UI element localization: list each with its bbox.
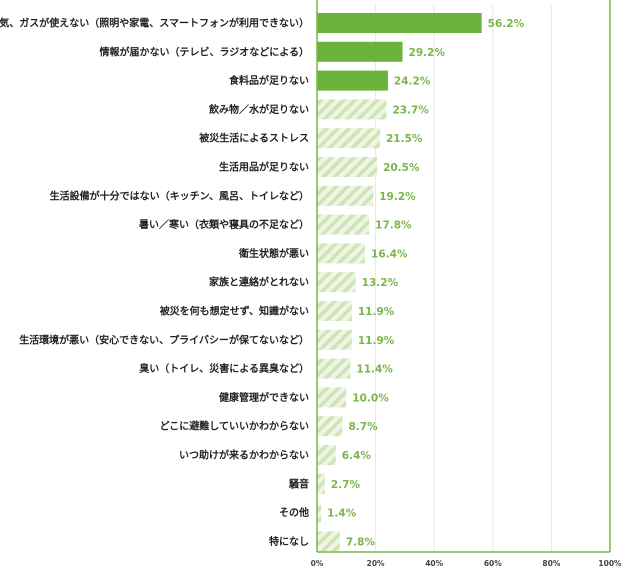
category-label: 健康管理ができない [219,391,309,404]
category-label: 生活用品が足りない [219,161,309,174]
category-label: 被災を何も想定せず、知識がない [160,305,309,318]
category-label: どこに避難していいかわからない [160,420,309,433]
bar [317,301,352,321]
bar [317,329,352,350]
value-label: 29.2% [409,47,446,59]
category-label: 臭い（トイレ、災害による異臭など） [139,362,309,375]
bar [317,214,370,235]
bars [317,13,482,552]
category-label: 生活設備が十分ではない（キッチン、風呂、トイレなど） [50,189,309,202]
value-label: 7.8% [346,536,376,548]
bar [317,157,378,177]
value-label: 19.2% [379,191,416,203]
bar [317,387,347,408]
category-label: 暑い／寒い（衣類や寝具の不足など） [139,218,309,231]
x-tick-label: 20% [367,559,385,568]
x-tick-label: 80% [542,559,560,568]
bar [317,445,336,465]
bar [317,128,380,149]
value-label: 1.4% [327,508,357,520]
value-label: 17.8% [375,220,412,232]
value-label: 2.7% [331,479,361,491]
value-label: 24.2% [394,76,431,88]
category-label: 被災生活によるストレス [199,132,309,145]
x-tick-label: 40% [425,559,443,568]
category-label: 生活環境が悪い（安心できない、プライバシーが保てないなど） [19,333,309,346]
value-label: 13.2% [362,277,399,289]
value-label: 10.0% [352,392,389,404]
x-tick-label: 60% [484,559,502,568]
category-labels: 電気、ガスが使えない（照明や家電、スマートフォンが利用できない） 情報が届かない（… [0,17,309,548]
bar [317,13,482,33]
category-label: 衛生状態が悪い [238,247,309,260]
category-label: 飲み物／水が足りない [208,103,309,116]
category-label: 特になし [269,535,309,548]
category-label: いつ助けが来るかわからない [179,449,309,462]
value-label: 11.4% [356,364,393,376]
bar [317,70,388,91]
category-label: 電気、ガスが使えない（照明や家電、スマートフォンが利用できない） [0,17,309,30]
bar [317,416,343,437]
value-label: 23.7% [392,104,429,116]
value-label: 16.4% [371,248,408,260]
bar [317,358,351,379]
value-label: 11.9% [358,306,395,318]
axes: 0% 20% 40% 60% 80% 100% [311,0,622,568]
x-tick-label: 100% [598,559,622,568]
bar [317,531,340,552]
bar [317,185,374,206]
value-labels: 56.2% 29.2% 24.2% 23.7% 21.5% 20.5% 19.2% 17.8%… [327,18,524,548]
bar [317,243,366,264]
category-label: その他 [279,506,309,519]
bar [317,99,387,120]
value-label: 20.5% [383,162,420,174]
value-label: 11.9% [358,335,395,347]
bar [317,272,356,293]
bar [317,473,325,494]
category-label: 騒音 [288,477,309,490]
value-label: 8.7% [348,421,378,433]
value-label: 56.2% [488,18,525,30]
category-label: 情報が届かない（テレビ、ラジオなどによる） [100,45,310,58]
bar [317,502,322,523]
category-label: 家族と連絡がとれない [209,276,309,289]
x-tick-label: 0% [311,559,324,568]
category-label: 食料品が足りない [228,74,309,87]
bar [317,41,403,62]
grid [375,5,552,552]
value-label: 21.5% [386,133,423,145]
value-label: 6.4% [342,450,372,462]
